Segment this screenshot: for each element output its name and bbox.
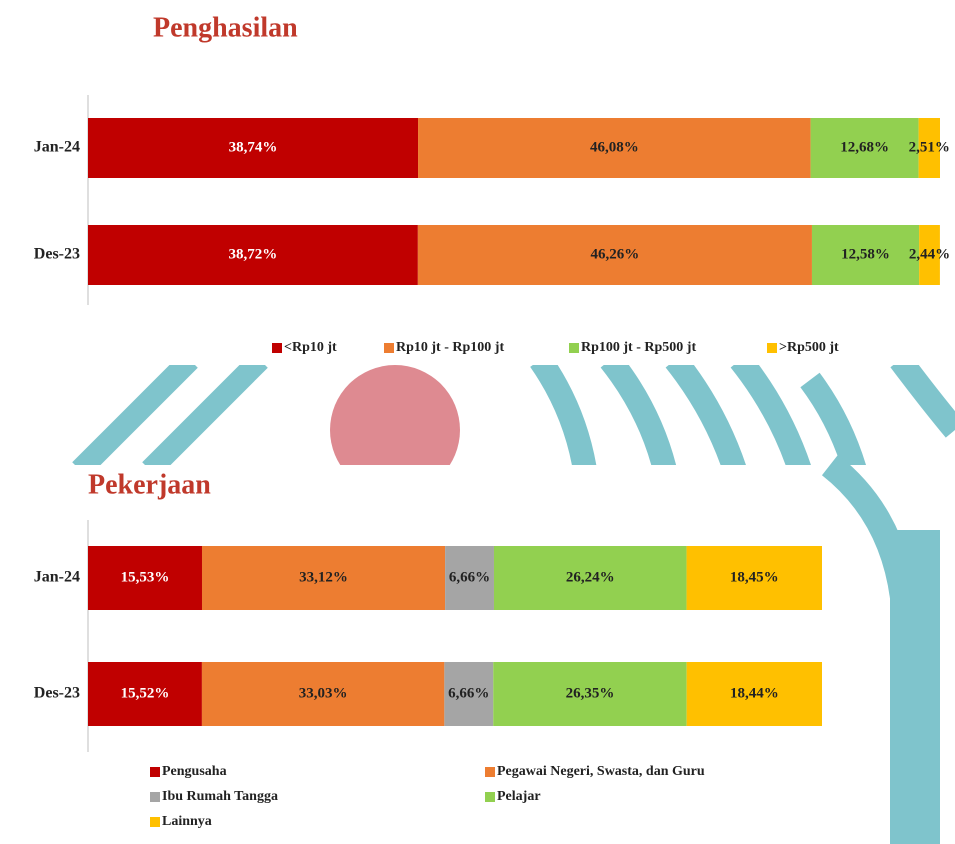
value-label: 46,08% <box>590 139 639 155</box>
legend-swatch <box>384 343 394 353</box>
category-label: Des-23 <box>34 246 80 263</box>
category-label: Jan-24 <box>34 139 80 156</box>
legend-swatch <box>569 343 579 353</box>
value-label: 33,03% <box>299 685 348 701</box>
legend-swatch <box>272 343 282 353</box>
value-label: 18,44% <box>730 685 779 701</box>
legend-label: Pengusaha <box>162 764 227 779</box>
chart-title: Pekerjaan <box>88 469 211 500</box>
value-label: 26,35% <box>566 685 615 701</box>
value-label: 12,58% <box>841 246 890 262</box>
value-label: 15,53% <box>121 569 170 585</box>
chart-title: Penghasilan <box>153 12 298 43</box>
value-label: 38,74% <box>229 139 278 155</box>
page: Penghasilan Jan-24 38,74% 46,08% 12,68% 2,51%… <box>0 0 955 844</box>
legend-label: Pegawai Negeri, Swasta, dan Guru <box>497 764 705 779</box>
legend-label: Rp10 jt - Rp100 jt <box>396 340 504 355</box>
value-label: 38,72% <box>229 246 278 262</box>
charts: Penghasilan Jan-24 38,74% 46,08% 12,68% 2,51%… <box>34 12 950 829</box>
category-label: Jan-24 <box>34 569 80 586</box>
legend-label: Pelajar <box>497 789 541 804</box>
value-label: 12,68% <box>840 139 889 155</box>
value-label: 2,51% <box>909 139 950 155</box>
value-label: 18,45% <box>730 569 779 585</box>
legend-label: Rp100 jt - Rp500 jt <box>581 340 696 355</box>
value-label: 33,12% <box>299 569 348 585</box>
legend-swatch <box>150 792 160 802</box>
legend-label: <Rp10 jt <box>284 340 337 355</box>
legend-label: Lainnya <box>162 814 212 829</box>
value-label: 6,66% <box>448 685 489 701</box>
value-label: 2,44% <box>909 246 950 262</box>
legend-swatch <box>767 343 777 353</box>
value-label: 15,52% <box>121 685 170 701</box>
legend-label: >Rp500 jt <box>779 340 839 355</box>
legend-label: Ibu Rumah Tangga <box>162 789 278 804</box>
legend-swatch <box>485 792 495 802</box>
category-label: Des-23 <box>34 685 80 702</box>
legend-swatch <box>485 767 495 777</box>
value-label: 6,66% <box>449 569 490 585</box>
legend-swatch <box>150 767 160 777</box>
decoration-right <box>830 465 940 844</box>
value-label: 46,26% <box>591 246 640 262</box>
legend-swatch <box>150 817 160 827</box>
value-label: 26,24% <box>566 569 615 585</box>
